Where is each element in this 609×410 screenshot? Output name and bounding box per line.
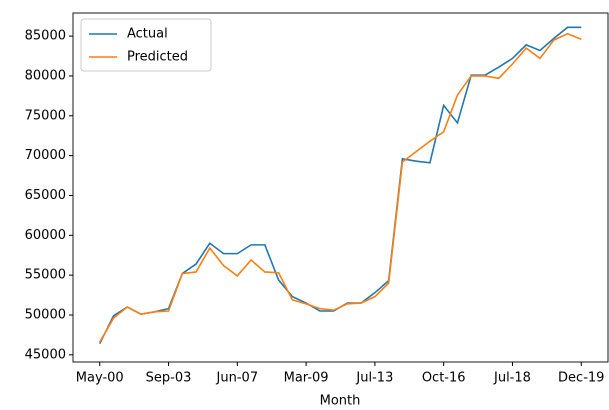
y-tick-label: 65000: [25, 188, 66, 203]
y-tick-label: 70000: [25, 148, 66, 163]
y-tick-label: 85000: [25, 29, 66, 44]
x-tick-label: May-00: [76, 371, 124, 386]
x-tick-label: Dec-19: [558, 371, 604, 386]
line-series: [99, 32, 582, 343]
y-tick-label: 55000: [25, 268, 66, 283]
x-tick-label: Jul-13: [355, 371, 393, 386]
x-tick-label: Jul-18: [493, 371, 531, 386]
x-tick-label: Jun-07: [216, 371, 259, 386]
x-axis-label: Month: [320, 394, 361, 409]
x-tick-label: Oct-16: [422, 371, 466, 386]
line-series: [99, 26, 582, 345]
plot-frame: [72, 12, 609, 363]
x-tick-label: Mar-09: [284, 371, 329, 386]
y-tick-label: 75000: [25, 108, 66, 123]
y-tick-label: 60000: [25, 228, 66, 243]
legend-label: Predicted: [127, 50, 188, 65]
legend-box: [80, 18, 212, 72]
legend-label: Actual: [127, 27, 168, 42]
x-tick-label: Sep-03: [146, 371, 192, 386]
y-tick-label: 80000: [25, 68, 66, 83]
y-tick-label: 45000: [25, 347, 66, 362]
y-tick-label: 50000: [25, 307, 66, 322]
